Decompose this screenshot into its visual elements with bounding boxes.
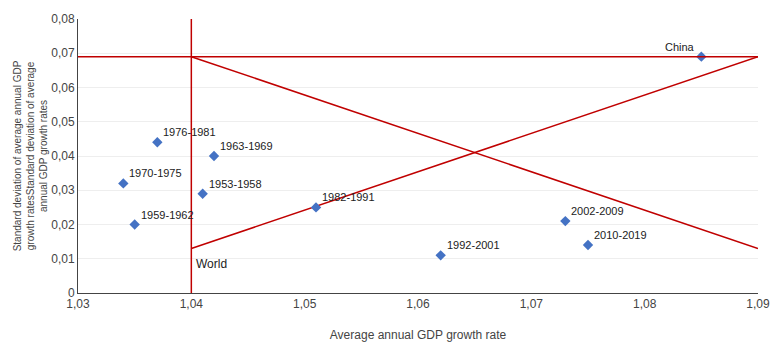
- svg-text:1,07: 1,07: [520, 297, 544, 311]
- svg-text:1,06: 1,06: [406, 297, 430, 311]
- svg-text:0,01: 0,01: [51, 252, 75, 266]
- svg-text:2002-2009: 2002-2009: [571, 205, 624, 217]
- svg-text:2010-2019: 2010-2019: [594, 229, 647, 241]
- svg-text:0,02: 0,02: [51, 218, 75, 232]
- svg-text:World: World: [196, 257, 227, 271]
- svg-text:0: 0: [68, 286, 75, 300]
- svg-text:0,07: 0,07: [51, 46, 75, 60]
- svg-text:1970-1975: 1970-1975: [129, 167, 182, 179]
- svg-text:China: China: [665, 41, 695, 53]
- svg-text:1982-1991: 1982-1991: [322, 191, 375, 203]
- svg-text:1,05: 1,05: [293, 297, 317, 311]
- svg-text:Average annual GDP growth rate: Average annual GDP growth rate: [330, 328, 507, 342]
- svg-text:1976-1981: 1976-1981: [163, 126, 216, 138]
- svg-text:0,08: 0,08: [51, 12, 75, 26]
- svg-text:0,04: 0,04: [51, 149, 75, 163]
- svg-text:0,05: 0,05: [51, 115, 75, 129]
- svg-text:1,08: 1,08: [633, 297, 657, 311]
- svg-text:1,09: 1,09: [746, 297, 770, 311]
- svg-text:1,03: 1,03: [66, 297, 90, 311]
- svg-text:0,03: 0,03: [51, 183, 75, 197]
- svg-text:1953-1958: 1953-1958: [209, 178, 262, 190]
- svg-text:1963-1969: 1963-1969: [220, 140, 273, 152]
- svg-text:1959-1962: 1959-1962: [141, 209, 194, 221]
- svg-text:1992-2001: 1992-2001: [447, 239, 500, 251]
- svg-text:Standard deviation of average: Standard deviation of average annual GDP…: [12, 60, 49, 251]
- svg-text:1,04: 1,04: [180, 297, 204, 311]
- svg-text:0,06: 0,06: [51, 81, 75, 95]
